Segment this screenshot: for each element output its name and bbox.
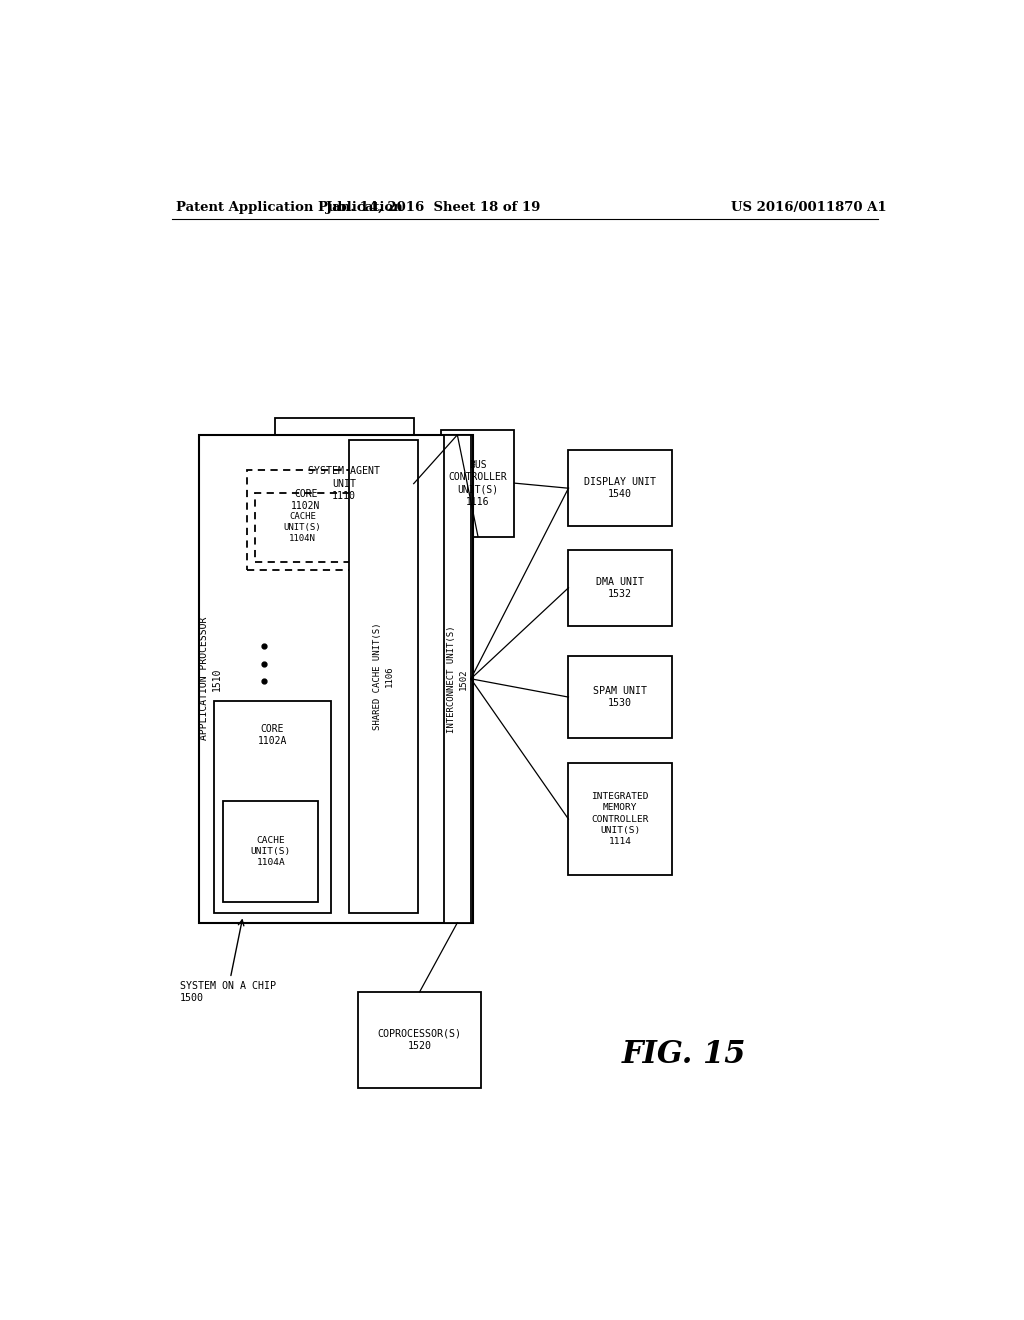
Text: CORE
1102N: CORE 1102N	[291, 488, 321, 511]
Text: COPROCESSOR(S)
1520: COPROCESSOR(S) 1520	[378, 1028, 462, 1051]
Bar	[223, 801, 318, 903]
Text: CACHE
UNIT(S)
1104A: CACHE UNIT(S) 1104A	[251, 836, 291, 867]
Text: DMA UNIT
1532: DMA UNIT 1532	[596, 577, 644, 599]
Text: FIG. 15: FIG. 15	[622, 1039, 745, 1071]
Text: CACHE
UNIT(S)
1104N: CACHE UNIT(S) 1104N	[284, 512, 322, 543]
Bar	[441, 430, 514, 536]
Bar	[214, 701, 331, 912]
Bar	[200, 434, 473, 923]
Text: INTERCONNECT UNIT(S)
1502: INTERCONNECT UNIT(S) 1502	[447, 626, 467, 733]
Bar	[568, 763, 672, 875]
Bar	[568, 656, 672, 738]
Bar	[568, 549, 672, 626]
Text: INTEGRATED
MEMORY
CONTROLLER
UNIT(S)
1114: INTEGRATED MEMORY CONTROLLER UNIT(S) 111…	[591, 792, 649, 846]
Bar	[358, 991, 481, 1089]
Text: BUS
CONTROLLER
UNIT(S)
1116: BUS CONTROLLER UNIT(S) 1116	[449, 459, 507, 507]
Text: SPAM UNIT
1530: SPAM UNIT 1530	[593, 686, 647, 709]
Bar	[348, 440, 419, 912]
Bar	[274, 417, 414, 549]
Text: Jan. 14, 2016  Sheet 18 of 19: Jan. 14, 2016 Sheet 18 of 19	[327, 201, 541, 214]
Text: SHARED CACHE UNIT(S)
1106: SHARED CACHE UNIT(S) 1106	[374, 623, 393, 730]
Text: CORE
1102A: CORE 1102A	[258, 723, 287, 746]
Bar	[247, 470, 365, 570]
Text: SYSTEM ON A CHIP
1500: SYSTEM ON A CHIP 1500	[179, 920, 275, 1003]
Bar	[443, 434, 471, 923]
Text: SYSTEM AGENT
UNIT
1110: SYSTEM AGENT UNIT 1110	[308, 466, 380, 502]
Text: Patent Application Publication: Patent Application Publication	[176, 201, 402, 214]
Bar	[255, 492, 350, 562]
Text: US 2016/0011870 A1: US 2016/0011870 A1	[731, 201, 887, 214]
Text: DISPLAY UNIT
1540: DISPLAY UNIT 1540	[584, 477, 656, 499]
Bar	[568, 450, 672, 527]
Text: APPLICATION PROCESSOR
1510: APPLICATION PROCESSOR 1510	[200, 618, 222, 741]
